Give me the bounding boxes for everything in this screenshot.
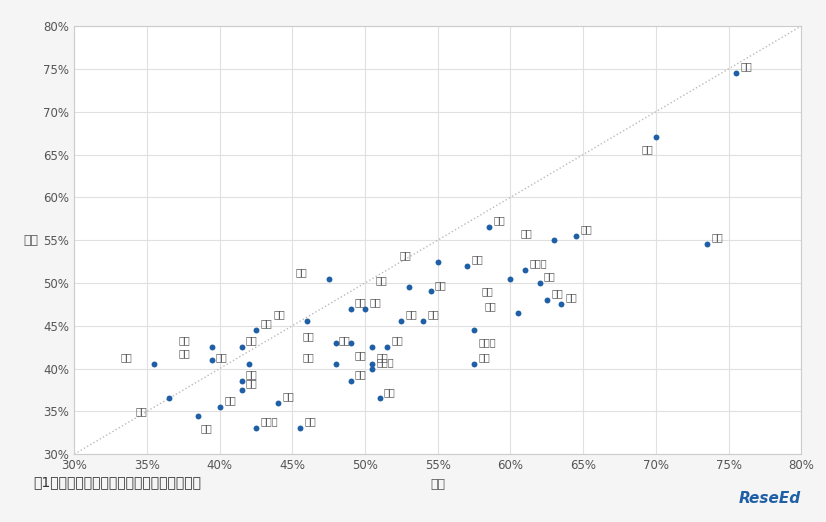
Point	[511, 309, 525, 317]
Point	[293, 424, 306, 433]
Text: 沖縄: 沖縄	[260, 318, 273, 328]
Point	[649, 133, 662, 141]
Point	[162, 394, 175, 402]
Point	[206, 343, 219, 351]
Point	[249, 424, 263, 433]
Text: 京都: 京都	[642, 145, 653, 155]
Text: 茅城: 茅城	[400, 250, 411, 260]
Text: 兵庫: 兵庫	[493, 216, 505, 226]
Text: 福島: 福島	[246, 378, 258, 388]
Point	[366, 364, 379, 373]
Point	[358, 304, 372, 313]
Text: 秋田: 秋田	[179, 348, 191, 358]
Point	[700, 240, 714, 248]
Text: 神奈川: 神奈川	[529, 258, 547, 268]
Text: 大阪: 大阪	[520, 228, 532, 239]
Text: 北海道: 北海道	[377, 357, 394, 367]
Point	[344, 377, 357, 386]
Text: 香川: 香川	[434, 280, 447, 290]
Text: 静岡: 静岡	[392, 335, 403, 346]
Point	[402, 283, 415, 291]
Text: 和歌山: 和歌山	[478, 337, 496, 347]
Point	[235, 386, 248, 394]
Point	[380, 343, 393, 351]
Text: 宮崎: 宮崎	[121, 352, 132, 362]
Text: 高知: 高知	[273, 310, 285, 319]
Point	[569, 232, 582, 240]
Point	[330, 339, 343, 347]
Text: 岩手: 岩手	[201, 423, 212, 433]
Point	[192, 411, 205, 420]
Point	[468, 326, 481, 334]
Point	[504, 275, 517, 283]
Text: 熊本: 熊本	[246, 335, 258, 346]
Text: 滋賀: 滋賀	[428, 310, 439, 319]
Text: 愛知: 愛知	[482, 286, 493, 296]
Point	[366, 343, 379, 351]
Text: 東京: 東京	[740, 62, 752, 72]
Text: 岐阜: 岐阜	[478, 352, 491, 362]
Point	[431, 257, 444, 266]
Text: 富山: 富山	[355, 350, 367, 360]
Text: 長崎: 長崎	[216, 352, 227, 362]
Point	[271, 399, 284, 407]
Text: 新潟: 新潟	[355, 370, 367, 379]
Point	[540, 296, 553, 304]
Text: 福井: 福井	[551, 288, 563, 298]
Point	[468, 360, 481, 369]
Text: 鳥取: 鳥取	[179, 335, 191, 346]
Text: 石川: 石川	[484, 301, 496, 311]
Point	[555, 300, 568, 309]
Point	[482, 223, 496, 231]
X-axis label: 男子: 男子	[430, 478, 445, 491]
Text: 山口: 山口	[135, 406, 147, 416]
Point	[416, 317, 430, 326]
Text: 徳島: 徳島	[295, 267, 307, 277]
Point	[344, 339, 357, 347]
Text: 山梨: 山梨	[711, 233, 723, 243]
Point	[366, 360, 379, 369]
Point	[344, 304, 357, 313]
Point	[242, 360, 255, 369]
Text: 栃木: 栃木	[406, 310, 418, 319]
Text: 埼玉: 埼玉	[566, 292, 577, 303]
Text: 宮城: 宮城	[384, 387, 396, 397]
Text: 島根: 島根	[302, 352, 314, 362]
Text: 福岡: 福岡	[355, 297, 367, 307]
Point	[519, 266, 532, 274]
Text: 大分: 大分	[304, 417, 316, 426]
Point	[330, 360, 343, 369]
Text: 三重: 三重	[377, 352, 388, 362]
Text: 鹿児島: 鹿児島	[260, 417, 278, 426]
Point	[395, 317, 408, 326]
Point	[235, 343, 248, 351]
Y-axis label: 女子: 女子	[23, 234, 38, 246]
Text: 青森: 青森	[246, 370, 258, 379]
Point	[148, 360, 161, 369]
Point	[424, 287, 437, 295]
Point	[301, 317, 314, 326]
Point	[235, 377, 248, 386]
Point	[729, 69, 743, 77]
Text: 奈良: 奈良	[580, 224, 592, 234]
Text: 佐賀: 佐賀	[282, 391, 294, 401]
Point	[322, 275, 335, 283]
Text: ReseEd: ReseEd	[739, 491, 801, 506]
Text: 図1　都道府県別における４年制大学進学率: 図1 都道府県別における４年制大学進学率	[33, 475, 201, 489]
Point	[460, 262, 473, 270]
Point	[206, 356, 219, 364]
Text: 山形: 山形	[224, 395, 236, 405]
Point	[249, 326, 263, 334]
Text: 群馬: 群馬	[339, 335, 350, 346]
Text: 愛媛: 愛媛	[369, 297, 382, 307]
Text: 千葉: 千葉	[544, 271, 556, 281]
Point	[213, 403, 226, 411]
Text: 広島: 広島	[471, 254, 483, 264]
Point	[373, 394, 387, 402]
Text: 長野: 長野	[302, 331, 314, 341]
Point	[533, 279, 546, 287]
Text: 岡山: 岡山	[375, 276, 387, 286]
Point	[548, 236, 561, 244]
